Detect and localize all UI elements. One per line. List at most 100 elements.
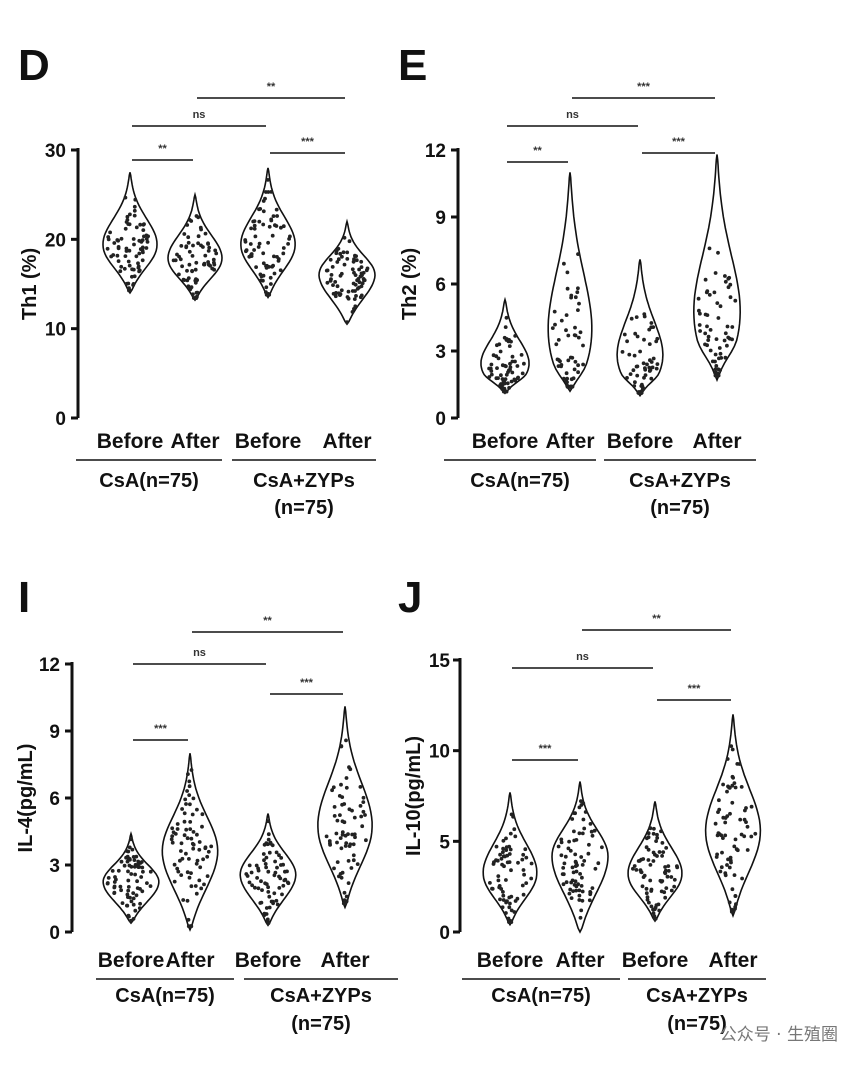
data-point — [569, 880, 574, 885]
significance-label: ** — [652, 613, 661, 625]
data-point — [281, 251, 286, 256]
data-point — [352, 815, 357, 820]
data-point — [343, 833, 348, 838]
data-point — [122, 863, 127, 868]
data-point — [645, 897, 650, 902]
violin-2 — [616, 259, 664, 398]
data-point — [510, 354, 515, 359]
data-point — [515, 364, 520, 368]
data-point — [148, 869, 153, 874]
data-point — [200, 812, 205, 817]
data-point — [339, 782, 343, 787]
data-point — [572, 829, 576, 834]
data-point — [335, 284, 340, 289]
data-point — [258, 272, 263, 277]
data-point — [523, 847, 528, 852]
data-point — [576, 286, 580, 291]
data-point — [277, 853, 281, 858]
data-point — [135, 886, 140, 890]
data-point — [507, 860, 512, 864]
data-point — [745, 848, 750, 852]
data-point — [339, 875, 344, 880]
data-point — [342, 898, 347, 902]
data-point — [499, 856, 504, 861]
data-point — [359, 271, 364, 276]
data-point — [732, 873, 737, 877]
data-point — [191, 243, 195, 248]
data-point — [116, 868, 121, 873]
data-point — [252, 226, 257, 231]
data-point — [489, 362, 494, 367]
data-point — [723, 820, 728, 825]
data-point — [633, 331, 638, 336]
data-point — [330, 788, 334, 793]
data-point — [570, 817, 575, 821]
data-point — [131, 917, 136, 921]
data-point — [522, 872, 526, 877]
data-point — [336, 257, 341, 262]
data-point — [190, 254, 195, 258]
data-point — [733, 298, 738, 303]
data-point — [717, 346, 722, 350]
data-point — [703, 331, 708, 336]
data-point — [205, 874, 210, 878]
data-point — [277, 874, 281, 879]
data-point — [347, 239, 352, 244]
data-point — [620, 350, 625, 354]
data-point — [141, 228, 146, 233]
data-point — [573, 325, 577, 330]
data-point — [742, 817, 747, 822]
data-point — [186, 276, 191, 280]
data-point — [567, 891, 572, 896]
data-point — [255, 876, 259, 880]
data-point — [358, 274, 363, 279]
data-point — [577, 831, 582, 836]
data-point — [725, 324, 730, 329]
data-point — [509, 379, 514, 384]
data-point — [270, 264, 274, 269]
data-point — [730, 783, 735, 788]
x-category-label: Before — [235, 949, 302, 972]
data-point — [706, 334, 711, 339]
data-point — [110, 869, 115, 873]
data-point — [718, 304, 723, 309]
data-point — [264, 906, 269, 910]
significance-label: ns — [193, 647, 206, 659]
data-point — [726, 276, 731, 281]
data-point — [266, 890, 271, 894]
data-point — [743, 808, 747, 813]
data-point — [654, 366, 659, 371]
data-point — [749, 804, 754, 809]
data-point — [285, 880, 290, 885]
data-point — [188, 827, 193, 831]
data-point — [713, 271, 718, 275]
data-point — [191, 846, 196, 851]
data-point — [189, 871, 193, 875]
data-point — [515, 376, 520, 381]
data-point — [350, 832, 355, 837]
data-point — [489, 372, 494, 377]
data-point — [281, 246, 286, 250]
data-point — [521, 852, 526, 857]
data-point — [561, 882, 566, 887]
data-point — [723, 331, 728, 336]
data-point — [580, 863, 585, 867]
data-point — [199, 886, 204, 891]
data-point — [273, 859, 277, 864]
data-point — [125, 903, 130, 908]
data-point — [513, 334, 518, 338]
data-point — [559, 853, 564, 858]
data-point — [259, 879, 263, 884]
data-point — [119, 859, 124, 864]
data-point — [194, 277, 198, 281]
data-point — [662, 890, 667, 895]
data-point — [632, 864, 637, 868]
significance-label: *** — [688, 683, 702, 695]
data-point — [501, 838, 506, 843]
data-point — [123, 226, 128, 231]
data-point — [185, 789, 190, 793]
data-point — [266, 885, 270, 890]
x-category-label: Before — [98, 949, 165, 972]
